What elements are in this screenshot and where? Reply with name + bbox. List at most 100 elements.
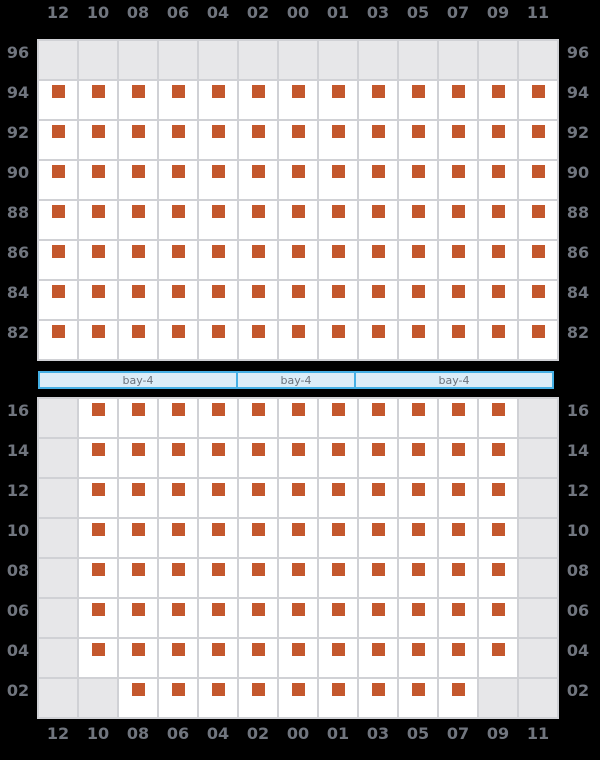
slot-cell[interactable] <box>238 558 278 598</box>
slot-cell[interactable] <box>38 398 78 438</box>
slot-cell[interactable] <box>318 518 358 558</box>
slot-cell[interactable] <box>78 478 118 518</box>
slot-cell[interactable] <box>438 240 478 280</box>
slot-cell[interactable] <box>198 598 238 638</box>
slot-cell[interactable] <box>478 240 518 280</box>
slot-cell[interactable] <box>238 398 278 438</box>
slot-cell[interactable] <box>238 40 278 80</box>
slot-cell[interactable] <box>78 80 118 120</box>
slot-cell[interactable] <box>478 678 518 718</box>
slot-cell[interactable] <box>358 80 398 120</box>
slot-cell[interactable] <box>438 598 478 638</box>
slot-cell[interactable] <box>518 638 558 678</box>
slot-cell[interactable] <box>198 80 238 120</box>
slot-cell[interactable] <box>478 478 518 518</box>
slot-cell[interactable] <box>278 160 318 200</box>
slot-cell[interactable] <box>358 120 398 160</box>
slot-cell[interactable] <box>118 40 158 80</box>
slot-cell[interactable] <box>518 320 558 360</box>
slot-cell[interactable] <box>78 598 118 638</box>
slot-cell[interactable] <box>358 240 398 280</box>
slot-cell[interactable] <box>518 438 558 478</box>
slot-cell[interactable] <box>198 438 238 478</box>
slot-cell[interactable] <box>158 160 198 200</box>
slot-cell[interactable] <box>158 398 198 438</box>
slot-cell[interactable] <box>438 638 478 678</box>
slot-cell[interactable] <box>518 280 558 320</box>
slot-cell[interactable] <box>278 638 318 678</box>
slot-cell[interactable] <box>398 80 438 120</box>
slot-cell[interactable] <box>198 280 238 320</box>
slot-cell[interactable] <box>398 200 438 240</box>
slot-cell[interactable] <box>398 40 438 80</box>
slot-cell[interactable] <box>438 438 478 478</box>
slot-cell[interactable] <box>278 240 318 280</box>
slot-cell[interactable] <box>118 240 158 280</box>
slot-cell[interactable] <box>358 558 398 598</box>
slot-cell[interactable] <box>38 598 78 638</box>
slot-cell[interactable] <box>518 678 558 718</box>
slot-cell[interactable] <box>198 40 238 80</box>
slot-cell[interactable] <box>158 240 198 280</box>
slot-cell[interactable] <box>238 518 278 558</box>
slot-cell[interactable] <box>358 200 398 240</box>
slot-cell[interactable] <box>158 200 198 240</box>
slot-cell[interactable] <box>78 638 118 678</box>
slot-cell[interactable] <box>78 280 118 320</box>
slot-cell[interactable] <box>398 558 438 598</box>
slot-cell[interactable] <box>198 320 238 360</box>
slot-cell[interactable] <box>38 200 78 240</box>
slot-cell[interactable] <box>278 120 318 160</box>
slot-cell[interactable] <box>518 240 558 280</box>
slot-cell[interactable] <box>358 398 398 438</box>
slot-cell[interactable] <box>398 518 438 558</box>
slot-cell[interactable] <box>158 558 198 598</box>
slot-cell[interactable] <box>358 678 398 718</box>
slot-cell[interactable] <box>358 320 398 360</box>
slot-cell[interactable] <box>358 638 398 678</box>
slot-cell[interactable] <box>438 678 478 718</box>
slot-cell[interactable] <box>318 80 358 120</box>
slot-cell[interactable] <box>438 120 478 160</box>
slot-cell[interactable] <box>478 80 518 120</box>
slot-cell[interactable] <box>358 438 398 478</box>
slot-cell[interactable] <box>238 160 278 200</box>
slot-cell[interactable] <box>398 438 438 478</box>
slot-cell[interactable] <box>518 478 558 518</box>
slot-cell[interactable] <box>238 438 278 478</box>
slot-cell[interactable] <box>38 40 78 80</box>
slot-cell[interactable] <box>518 558 558 598</box>
slot-cell[interactable] <box>318 598 358 638</box>
slot-cell[interactable] <box>118 518 158 558</box>
slot-cell[interactable] <box>118 200 158 240</box>
slot-cell[interactable] <box>278 478 318 518</box>
slot-cell[interactable] <box>398 160 438 200</box>
slot-cell[interactable] <box>198 478 238 518</box>
slot-cell[interactable] <box>118 438 158 478</box>
slot-cell[interactable] <box>238 200 278 240</box>
slot-cell[interactable] <box>78 518 118 558</box>
slot-cell[interactable] <box>198 398 238 438</box>
slot-cell[interactable] <box>318 678 358 718</box>
slot-cell[interactable] <box>78 558 118 598</box>
slot-cell[interactable] <box>198 120 238 160</box>
slot-cell[interactable] <box>518 518 558 558</box>
slot-cell[interactable] <box>118 478 158 518</box>
slot-cell[interactable] <box>478 120 518 160</box>
slot-cell[interactable] <box>358 518 398 558</box>
slot-cell[interactable] <box>78 160 118 200</box>
slot-cell[interactable] <box>318 240 358 280</box>
slot-cell[interactable] <box>278 80 318 120</box>
slot-cell[interactable] <box>518 80 558 120</box>
slot-cell[interactable] <box>318 398 358 438</box>
slot-cell[interactable] <box>38 478 78 518</box>
slot-cell[interactable] <box>118 638 158 678</box>
slot-cell[interactable] <box>38 80 78 120</box>
slot-cell[interactable] <box>278 438 318 478</box>
slot-cell[interactable] <box>38 638 78 678</box>
slot-cell[interactable] <box>318 40 358 80</box>
slot-cell[interactable] <box>438 518 478 558</box>
slot-cell[interactable] <box>78 240 118 280</box>
slot-cell[interactable] <box>398 678 438 718</box>
slot-cell[interactable] <box>38 438 78 478</box>
